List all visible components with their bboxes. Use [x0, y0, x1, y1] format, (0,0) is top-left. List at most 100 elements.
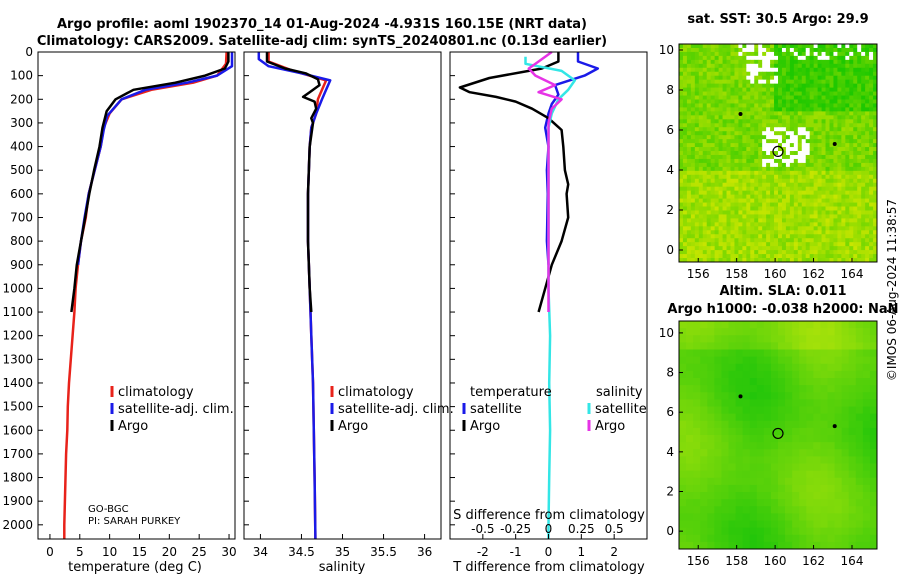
- map-cell: [726, 202, 731, 207]
- map-cell: [746, 87, 751, 92]
- map-cell: [758, 198, 763, 203]
- map-cell: [698, 214, 704, 219]
- map-cell: [837, 51, 842, 57]
- map-cell: [718, 230, 723, 235]
- map-cell: [873, 162, 878, 168]
- map-cell: [820, 442, 828, 450]
- map-cell: [789, 178, 795, 184]
- map-cell: [833, 258, 838, 263]
- map-cell: [820, 499, 828, 507]
- map-cell: [821, 91, 826, 96]
- map-cell: [793, 139, 799, 144]
- map-cell: [873, 147, 878, 152]
- y-tick-label: 800: [10, 234, 33, 248]
- map-cell: [805, 190, 811, 196]
- map-cell: [700, 527, 708, 536]
- map-cell: [792, 449, 800, 457]
- map-cell: [778, 258, 783, 263]
- map-cell: [758, 143, 763, 148]
- map-cell: [820, 399, 828, 407]
- map-cell: [770, 520, 779, 529]
- map-cell: [762, 158, 767, 164]
- map-cell: [865, 186, 870, 192]
- map-cell: [857, 230, 862, 235]
- map-cell: [750, 151, 755, 156]
- map-cell: [714, 427, 722, 436]
- map-cell: [801, 226, 807, 231]
- map-cell: [817, 166, 822, 172]
- map-cell: [770, 95, 775, 100]
- map-cell: [722, 95, 727, 100]
- map-cell: [805, 71, 811, 77]
- map-cell: [821, 250, 826, 255]
- map-cell: [789, 44, 795, 49]
- map-cell: [730, 115, 735, 120]
- map-cell: [845, 158, 850, 164]
- map-x-tick-label: 156: [687, 554, 710, 568]
- map-cell: [754, 55, 759, 61]
- map-cell: [721, 435, 729, 443]
- map-cell: [825, 71, 830, 77]
- map-cell: [756, 427, 765, 436]
- map-cell: [853, 95, 858, 100]
- map-cell: [693, 420, 701, 429]
- map-cell: [690, 63, 696, 69]
- map-cell: [770, 186, 775, 192]
- map-cell: [827, 470, 835, 479]
- map-cell: [813, 103, 818, 108]
- map-cell: [873, 174, 878, 180]
- map-cell: [829, 222, 834, 227]
- map-cell: [735, 413, 744, 422]
- map-cell: [700, 477, 708, 486]
- map-cell: [718, 182, 723, 188]
- map-cell: [754, 143, 759, 148]
- map-cell: [778, 254, 783, 259]
- map-cell: [750, 242, 755, 247]
- map-cell: [746, 186, 751, 192]
- map-cell: [821, 218, 826, 223]
- map-cell: [845, 151, 850, 156]
- map-cell: [873, 111, 878, 116]
- map-cell: [785, 470, 793, 479]
- map-cell: [766, 95, 771, 100]
- map-cell: [679, 75, 684, 81]
- map-cell: [813, 349, 821, 358]
- map-cell: [694, 47, 700, 53]
- map-cell: [718, 166, 723, 172]
- map-cell: [734, 151, 739, 156]
- map-cell: [766, 119, 771, 124]
- map-cell: [833, 246, 838, 251]
- map-cell: [873, 127, 878, 132]
- map-cell: [693, 513, 701, 521]
- map-cell: [770, 127, 775, 132]
- map-cell: [763, 385, 772, 393]
- map-cell: [801, 111, 807, 116]
- map-cell: [679, 55, 684, 61]
- map-cell: [817, 174, 822, 180]
- map-cell: [750, 250, 755, 255]
- map-cell: [869, 135, 874, 140]
- map-cell: [742, 226, 747, 231]
- map-cell: [785, 103, 791, 108]
- map-cell: [706, 135, 712, 140]
- map-cell: [778, 385, 786, 393]
- map-cell: [766, 83, 771, 88]
- map-cell: [766, 154, 771, 160]
- map-cell: [841, 59, 846, 65]
- map-cell: [770, 91, 775, 96]
- map-cell: [841, 87, 846, 92]
- map-cell: [849, 139, 854, 144]
- map-cell: [718, 87, 723, 92]
- map-cell: [817, 51, 822, 57]
- map-cell: [789, 47, 795, 53]
- map-cell: [855, 463, 864, 472]
- map-cell: [821, 139, 826, 144]
- map-cell: [738, 151, 743, 156]
- y-tick-label: 1200: [2, 329, 33, 343]
- map-cell: [702, 67, 708, 73]
- map-cell: [750, 131, 755, 136]
- map-cell: [694, 55, 700, 61]
- map-cell: [797, 254, 803, 259]
- map-cell: [722, 44, 727, 49]
- map-cell: [797, 127, 803, 132]
